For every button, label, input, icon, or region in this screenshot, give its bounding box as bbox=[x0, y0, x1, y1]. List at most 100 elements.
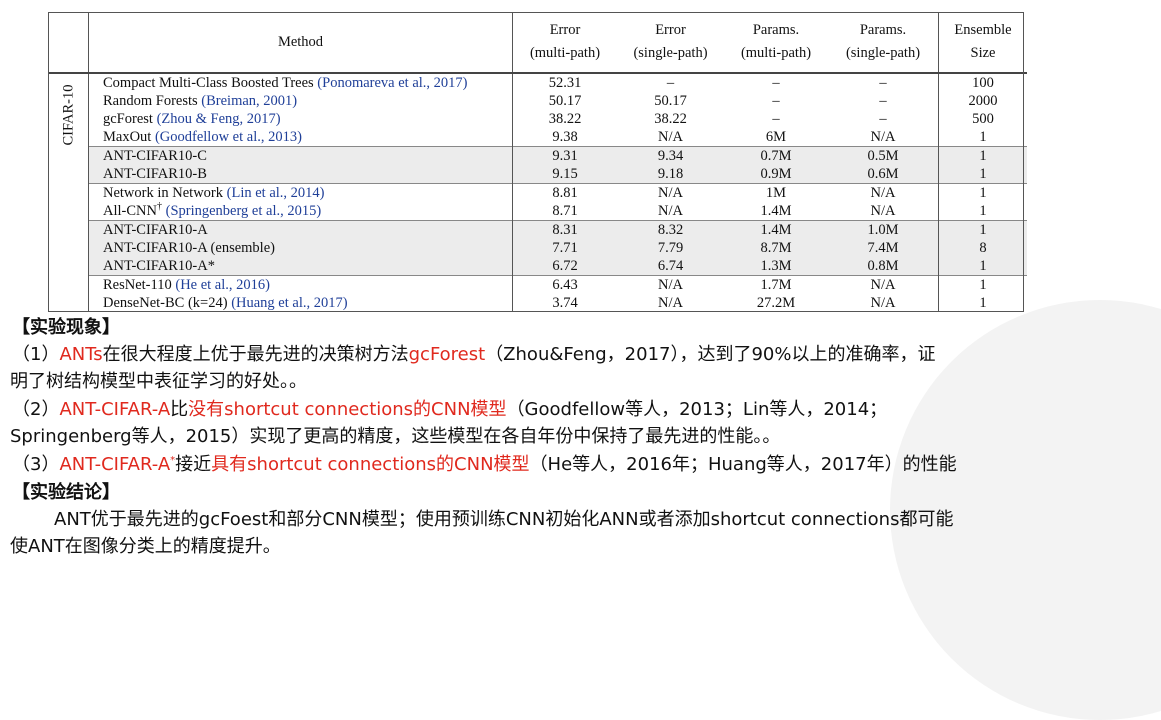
cell-params-single: N/A bbox=[870, 295, 896, 311]
cell-error-multi: 9.15 bbox=[512, 165, 617, 184]
cell-params-multi: 8.7M bbox=[724, 239, 828, 257]
cell-params-single: N/A bbox=[828, 275, 939, 294]
table-row: ANT-CIFAR10-A (ensemble) 7.71 7.79 8.7M 7.4M… bbox=[48, 239, 1027, 257]
point-3-line-1: （3）ANT-CIFAR-A*接近具有shortcut connections的… bbox=[12, 454, 957, 475]
slide: CIFAR-10 Method Error (multi-path) Error(… bbox=[10, 12, 1161, 720]
cell-params-single: 0.6M bbox=[828, 165, 939, 184]
point-2-line-2: Springenberg等人，2015）实现了更高的精度，这些模型在各自年份中保… bbox=[10, 426, 781, 447]
cell-error-single: N/A bbox=[617, 183, 724, 202]
table-row: gcForest (Zhou & Feng, 2017) 38.22 38.22 – –… bbox=[48, 110, 1027, 128]
cell-ensemble: 1 bbox=[938, 257, 1027, 276]
cell-error-multi: 3.74 bbox=[552, 295, 578, 311]
citation: (Ponomareva et al., 2017) bbox=[317, 75, 468, 91]
table-row: DenseNet-BC (k=24) (Huang et al., 2017) 3… bbox=[48, 294, 1027, 312]
cell-params-single: – bbox=[879, 111, 887, 127]
citation: (Zhou & Feng, 2017) bbox=[156, 111, 281, 127]
cell-params-multi: 1.4M bbox=[760, 203, 792, 219]
cell-ensemble: 2000 bbox=[938, 92, 1027, 110]
cell-error-single: – bbox=[666, 75, 675, 91]
cell-error-multi: 9.38 bbox=[552, 129, 578, 145]
cell-method: MaxOut (Goodfellow et al., 2013) bbox=[88, 128, 513, 147]
citation: (Lin et al., 2014) bbox=[226, 185, 325, 201]
cell-ensemble: 1 bbox=[938, 202, 1027, 221]
cell-error-single: 38.22 bbox=[654, 111, 687, 127]
cell-error-multi: 7.71 bbox=[512, 239, 617, 257]
cell-method: ANT-CIFAR10-B bbox=[88, 165, 513, 184]
cell-params-multi: 1M bbox=[724, 183, 828, 202]
cell-error-multi: 52.31 bbox=[548, 75, 582, 91]
cell-error-single: 9.18 bbox=[617, 165, 724, 184]
cell-error-multi: 8.71 bbox=[552, 203, 578, 219]
header-params-single: Params. (single-path) bbox=[828, 12, 939, 74]
cell-method: ANT-CIFAR10-A bbox=[88, 220, 513, 239]
table-row: MaxOut (Goodfellow et al., 2013) 9.38 N/A 6… bbox=[48, 128, 1027, 147]
cell-ensemble: 1 bbox=[938, 128, 1027, 147]
point-1-line-2: 明了树结构模型中表征学习的好处。。 bbox=[10, 371, 307, 392]
results-table: CIFAR-10 Method Error (multi-path) Error(… bbox=[48, 12, 1027, 312]
citation: (Goodfellow et al., 2013) bbox=[154, 129, 302, 145]
cell-method: gcForest (Zhou & Feng, 2017) bbox=[88, 110, 513, 128]
cell-params-multi: 1.7M bbox=[724, 275, 828, 294]
cell-params-single: – bbox=[879, 75, 887, 91]
conclusion-line-2: 使ANT在图像分类上的精度提升。 bbox=[10, 536, 281, 557]
header-params-multi: Params. (multi-path) bbox=[724, 12, 828, 74]
cell-ensemble: 8 bbox=[938, 239, 1027, 257]
cell-method: ANT-CIFAR10-A (ensemble) bbox=[88, 239, 513, 257]
cell-params-multi: 0.7M bbox=[724, 146, 828, 165]
cell-ensemble: 1 bbox=[938, 294, 1027, 312]
table: Method Error (multi-path) Error (single-pa… bbox=[48, 12, 1027, 312]
cell-params-single: 0.8M bbox=[828, 257, 939, 276]
cell-ensemble: 100 bbox=[938, 73, 1027, 92]
cell-error-single: N/A bbox=[617, 275, 724, 294]
cell-method: Random Forests (Breiman, 2001) bbox=[88, 92, 513, 110]
citation: (Huang et al., 2017) bbox=[231, 295, 348, 311]
table-row: All-CNN† (Springenberg et al., 2015) 8.71… bbox=[48, 202, 1027, 221]
cell-params-single: 7.4M bbox=[828, 239, 939, 257]
conclusion-heading: 【实验结论】 bbox=[12, 482, 120, 503]
cell-params-multi: 1.4M bbox=[724, 220, 828, 239]
table-row: ANT-CIFAR10-A 8.31 8.32 1.4M 1.0M 1 bbox=[48, 220, 1027, 239]
cell-error-multi: 50.17 bbox=[548, 93, 582, 109]
cell-method: ANT-CIFAR10-A* bbox=[88, 257, 513, 276]
cell-ensemble: 1 bbox=[938, 275, 1027, 294]
point-1-line-1: （1）ANTs在很大程度上优于最先进的决策树方法gcForest（Zhou&Fe… bbox=[12, 344, 936, 365]
table-body: Compact Multi-Class Boosted Trees (Ponom… bbox=[48, 73, 1027, 312]
cell-params-single: N/A bbox=[828, 183, 939, 202]
header-error-single: Error (single-path) bbox=[617, 12, 724, 74]
cell-ensemble: 1 bbox=[938, 146, 1027, 165]
table-row: Network in Network (Lin et al., 2014) 8.8… bbox=[48, 183, 1027, 202]
cell-method: ANT-CIFAR10-C bbox=[88, 146, 513, 165]
cell-method: Network in Network (Lin et al., 2014) bbox=[88, 183, 513, 202]
cell-error-multi: 8.81 bbox=[512, 183, 617, 202]
phenomena-heading: 【实验现象】 bbox=[12, 317, 120, 338]
cell-error-single: N/A bbox=[658, 129, 683, 145]
table-row: ANT-CIFAR10-B 9.15 9.18 0.9M 0.6M 1 bbox=[48, 165, 1027, 184]
point-2-line-1: （2）ANT-CIFAR-A比没有shortcut connections的CN… bbox=[12, 399, 888, 420]
cell-error-single: 50.17 bbox=[654, 93, 687, 109]
table-frame bbox=[48, 12, 1024, 312]
cell-error-multi: 6.72 bbox=[512, 257, 617, 276]
cell-params-single: N/A bbox=[870, 203, 896, 219]
cell-error-single: 9.34 bbox=[617, 146, 724, 165]
citation: (He et al., 2016) bbox=[175, 277, 270, 293]
cell-params-single: N/A bbox=[870, 129, 896, 145]
table-row: ANT-CIFAR10-A* 6.72 6.74 1.3M 0.8M 1 bbox=[48, 257, 1027, 276]
table-header-row: Method Error (multi-path) Error (single-pa… bbox=[48, 12, 1027, 74]
cell-method: All-CNN† (Springenberg et al., 2015) bbox=[88, 202, 513, 221]
cell-error-multi: 6.43 bbox=[512, 275, 617, 294]
conclusion-line-1: ANT优于最先进的gcFoest和部分CNN模型；使用预训练CNN初始化ANN或… bbox=[54, 509, 954, 530]
cell-method: DenseNet-BC (k=24) (Huang et al., 2017) bbox=[88, 294, 513, 312]
cell-error-multi: 8.31 bbox=[512, 220, 617, 239]
cell-method: Compact Multi-Class Boosted Trees (Ponom… bbox=[88, 73, 513, 92]
cell-error-single: N/A bbox=[658, 295, 683, 311]
cell-ensemble: 1 bbox=[938, 165, 1027, 184]
cell-params-multi: 27.2M bbox=[756, 295, 796, 311]
cell-ensemble: 1 bbox=[938, 220, 1027, 239]
cell-error-single: N/A bbox=[658, 203, 683, 219]
cell-error-single: 8.32 bbox=[617, 220, 724, 239]
header-method: Method bbox=[88, 12, 513, 74]
table-row: Random Forests (Breiman, 2001) 50.17 50.17… bbox=[48, 92, 1027, 110]
cell-ensemble: 1 bbox=[938, 183, 1027, 202]
cell-params-multi: 0.9M bbox=[724, 165, 828, 184]
cell-params-multi: – bbox=[772, 75, 780, 91]
